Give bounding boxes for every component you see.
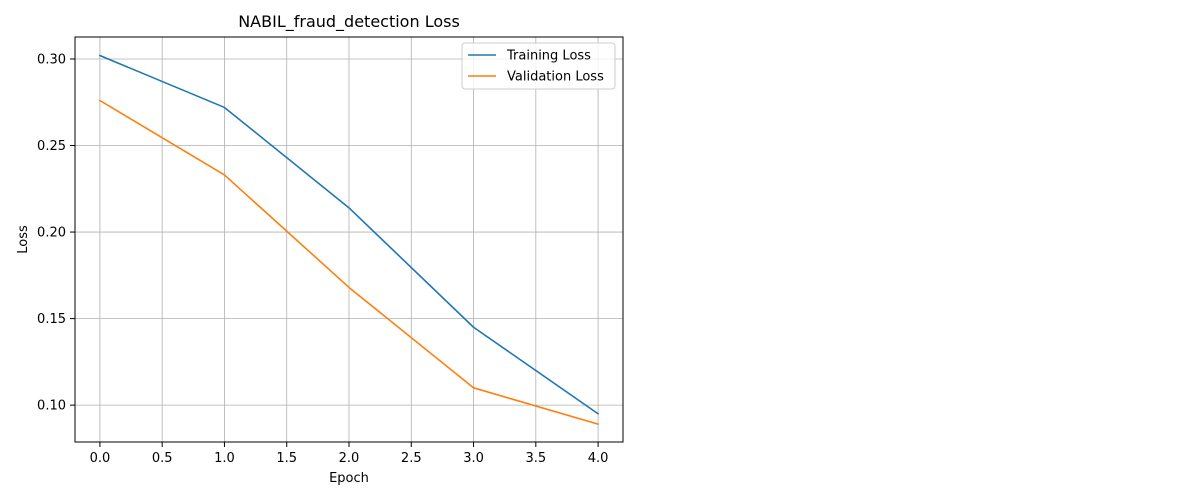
y-axis-label: Loss <box>16 225 31 254</box>
grid-layer <box>75 37 623 442</box>
y-tick-label: 0.10 <box>37 399 66 414</box>
x-axis-label: Epoch <box>329 471 369 486</box>
y-tick-label: 0.20 <box>37 226 66 241</box>
x-tick-label: 0.5 <box>152 451 173 466</box>
series-layer <box>98 54 600 426</box>
x-tick-label: 3.5 <box>525 451 546 466</box>
legend: Training Loss Validation Loss <box>461 42 616 90</box>
y-tick-label: 0.15 <box>37 312 66 327</box>
x-tick-label: 4.0 <box>588 451 609 466</box>
x-tick-label: 1.0 <box>214 451 235 466</box>
x-tick-label: 2.0 <box>339 451 360 466</box>
x-tick-label: 2.5 <box>401 451 422 466</box>
series-line-training-loss <box>98 54 600 415</box>
legend-entries: Training Loss Validation Loss <box>468 49 604 85</box>
legend-label-training-loss: Training Loss <box>506 49 591 64</box>
legend-label-validation-loss: Validation Loss <box>507 70 604 85</box>
y-tick-label: 0.25 <box>37 139 66 154</box>
legend-box <box>461 42 616 90</box>
chart-title: NABIL_fraud_detection Loss <box>238 12 460 32</box>
tick-layer: 0.0 0.5 1.0 1.5 2.0 2.5 3.0 3.5 4.0 0.10 0.15 0.20 0… <box>37 52 608 466</box>
x-tick-label: 1.5 <box>276 451 297 466</box>
x-tick-label: 0.0 <box>90 451 111 466</box>
x-tick-label: 3.0 <box>463 451 484 466</box>
series-line-validation-loss <box>98 99 600 426</box>
y-tick-label: 0.30 <box>37 52 66 67</box>
